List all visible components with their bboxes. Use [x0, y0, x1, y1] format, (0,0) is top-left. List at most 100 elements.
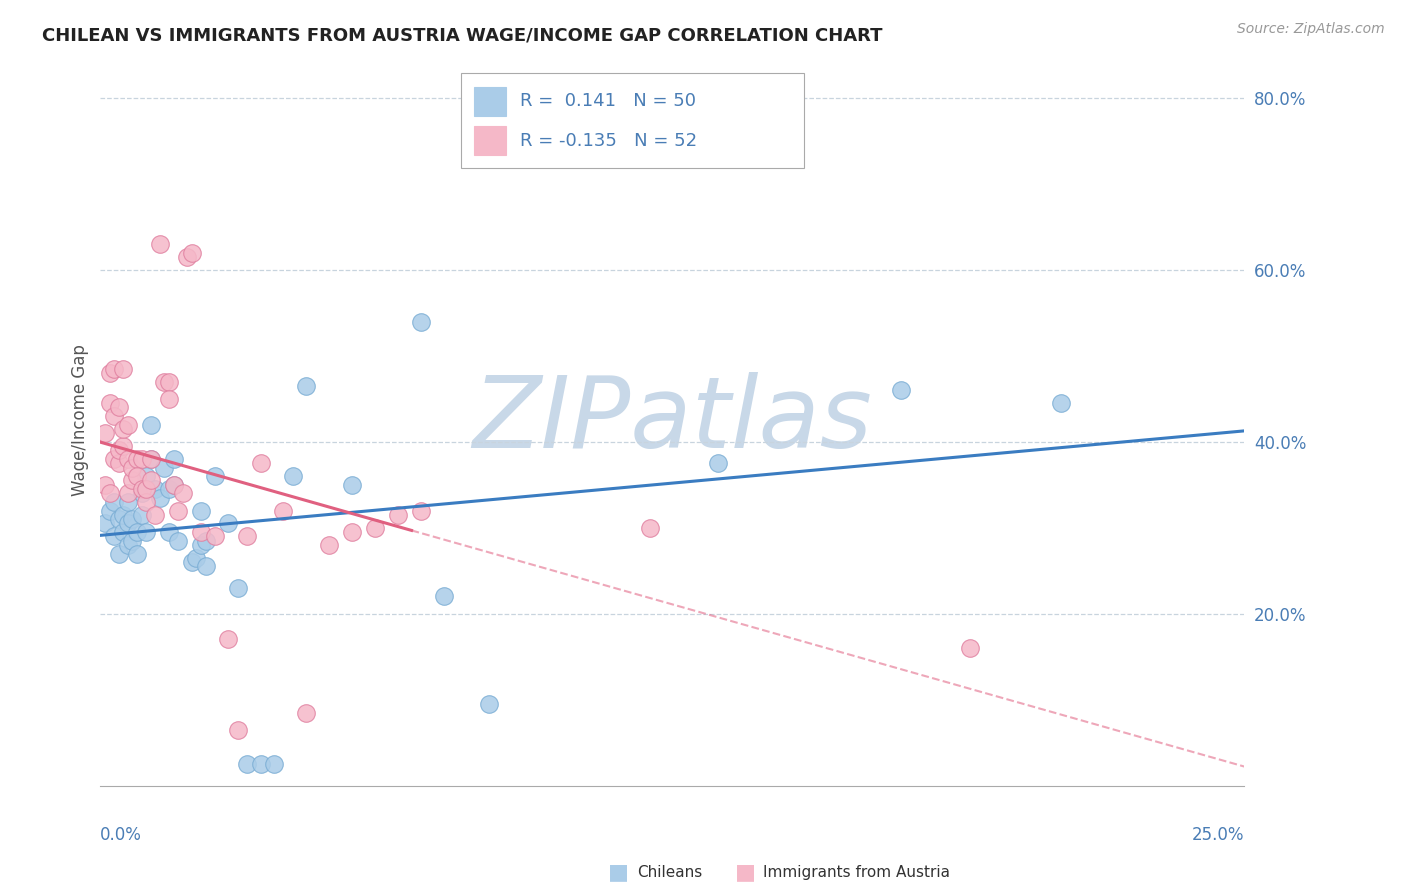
Point	[112, 524, 135, 539]
Point	[94, 516, 117, 531]
Point	[135, 482, 157, 496]
Point	[226, 581, 249, 595]
Point	[249, 456, 271, 470]
Point	[236, 757, 259, 772]
Point	[125, 524, 148, 539]
Point	[143, 482, 166, 496]
Point	[112, 439, 135, 453]
Point	[103, 452, 125, 467]
Point	[131, 482, 153, 496]
Point	[121, 512, 143, 526]
Point	[94, 426, 117, 441]
Point	[139, 474, 162, 488]
Point	[340, 524, 363, 539]
Point	[409, 314, 432, 328]
Point	[190, 524, 212, 539]
Point	[98, 396, 121, 410]
Point	[707, 456, 730, 470]
Point	[295, 706, 318, 720]
Point	[125, 547, 148, 561]
Point	[139, 452, 162, 467]
Point	[340, 477, 363, 491]
Text: R = -0.135   N = 52: R = -0.135 N = 52	[520, 132, 697, 150]
Point	[186, 550, 208, 565]
Point	[103, 409, 125, 423]
Point	[121, 460, 143, 475]
Point	[107, 456, 129, 470]
Point	[364, 521, 387, 535]
Point	[176, 250, 198, 264]
Point	[112, 508, 135, 522]
Bar	[474, 87, 506, 116]
Point	[153, 460, 176, 475]
Point	[153, 375, 176, 389]
Text: Immigrants from Austria: Immigrants from Austria	[763, 865, 950, 880]
Point	[139, 417, 162, 432]
Text: ZIPatlas: ZIPatlas	[472, 372, 872, 469]
Point	[131, 508, 153, 522]
Point	[194, 533, 217, 548]
Point	[162, 477, 184, 491]
Point	[281, 469, 304, 483]
Point	[387, 508, 409, 522]
Point	[117, 538, 139, 552]
Point	[190, 503, 212, 517]
Point	[162, 452, 184, 467]
Point	[135, 495, 157, 509]
Point	[98, 486, 121, 500]
Point	[157, 375, 180, 389]
Point	[149, 237, 172, 252]
Point	[432, 590, 454, 604]
Point	[112, 422, 135, 436]
Point	[135, 469, 157, 483]
Point	[172, 486, 194, 500]
Point	[263, 757, 285, 772]
Text: Chileans: Chileans	[637, 865, 702, 880]
Point	[94, 477, 117, 491]
Point	[131, 486, 153, 500]
Point	[478, 697, 501, 711]
Text: ■: ■	[609, 863, 628, 882]
Point	[218, 632, 240, 647]
Text: R =  0.141   N = 50: R = 0.141 N = 50	[520, 92, 696, 110]
Point	[139, 452, 162, 467]
Text: Source: ZipAtlas.com: Source: ZipAtlas.com	[1237, 22, 1385, 37]
Bar	[474, 126, 506, 155]
Point	[103, 361, 125, 376]
Point	[190, 538, 212, 552]
Point	[249, 757, 271, 772]
Point	[117, 452, 139, 467]
Text: 25.0%: 25.0%	[1192, 826, 1244, 844]
Point	[117, 417, 139, 432]
Point	[1050, 396, 1073, 410]
Point	[226, 723, 249, 737]
Point	[167, 533, 190, 548]
Point	[121, 533, 143, 548]
Y-axis label: Wage/Income Gap: Wage/Income Gap	[72, 344, 89, 496]
Point	[167, 503, 190, 517]
Point	[218, 516, 240, 531]
Point	[204, 469, 226, 483]
Point	[180, 245, 202, 260]
Point	[273, 503, 295, 517]
Point	[157, 392, 180, 406]
Point	[959, 641, 981, 656]
Point	[98, 366, 121, 380]
Point	[295, 379, 318, 393]
Point	[135, 524, 157, 539]
Point	[180, 555, 202, 569]
Point	[112, 361, 135, 376]
Point	[125, 469, 148, 483]
Point	[103, 495, 125, 509]
Point	[143, 508, 166, 522]
Point	[194, 559, 217, 574]
Point	[638, 521, 661, 535]
Point	[890, 384, 912, 398]
Point	[107, 512, 129, 526]
Point	[318, 538, 340, 552]
Point	[121, 474, 143, 488]
Point	[107, 443, 129, 458]
Point	[117, 495, 139, 509]
Point	[204, 529, 226, 543]
Point	[98, 503, 121, 517]
